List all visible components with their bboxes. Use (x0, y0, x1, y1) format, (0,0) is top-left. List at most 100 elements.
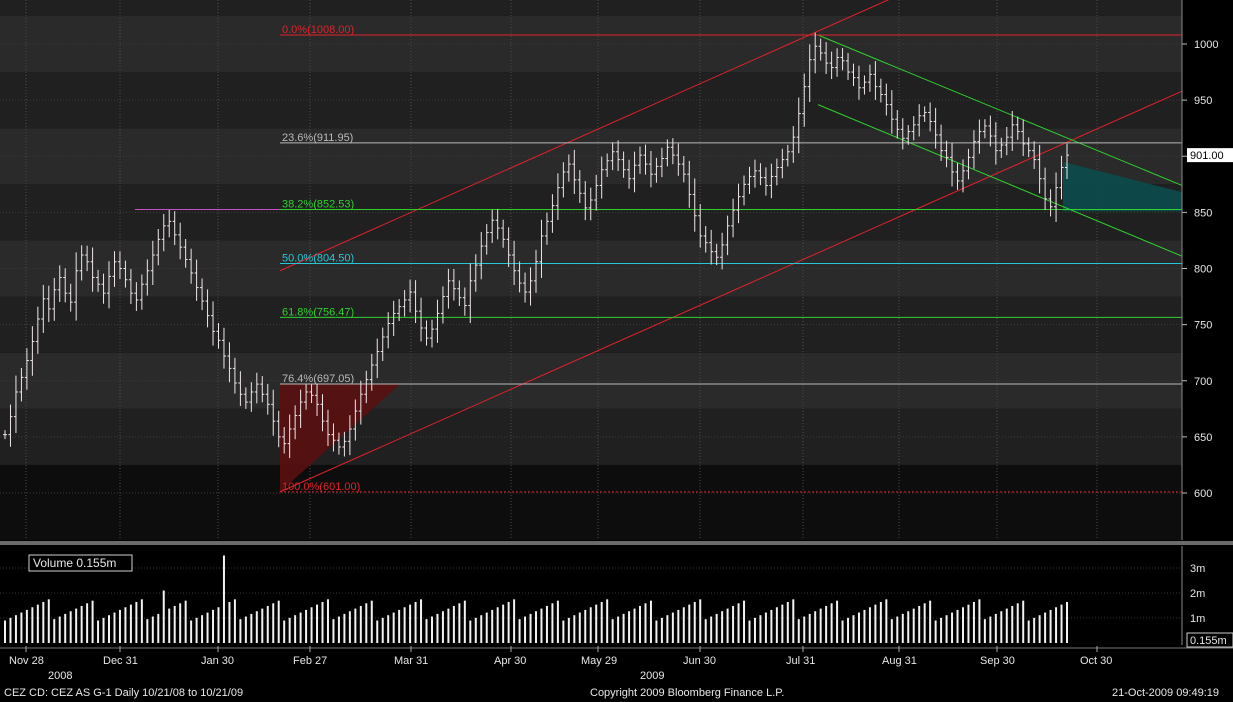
fib-label: 23.6%(911.95) (282, 132, 353, 144)
ohlc-bar (424, 320, 429, 346)
ohlc-bar (134, 282, 139, 311)
ohlc-bar (971, 130, 976, 169)
green-channel-upper (817, 34, 1183, 186)
ohlc-bar (763, 167, 768, 196)
ohlc-bar (588, 187, 593, 221)
ohlc-bar (238, 371, 243, 407)
ohlc-bar (621, 151, 626, 178)
ohlc-bar (408, 279, 413, 313)
ohlc-bar (46, 285, 51, 323)
ohlc-bar (566, 154, 571, 182)
ohlc-bar (720, 232, 725, 270)
ohlc-bar (1004, 126, 1009, 156)
ohlc-bar (315, 383, 320, 416)
ohlc-bar (161, 213, 166, 252)
ohlc-bar (495, 208, 500, 240)
ohlc-bar (221, 327, 226, 369)
lower-band (0, 465, 1182, 540)
volume-tick-label: 2m (1190, 588, 1205, 600)
ohlc-bar (178, 222, 183, 260)
ohlc-bar (369, 353, 374, 391)
red-channel-lower (279, 90, 1183, 493)
ohlc-bar (648, 150, 653, 188)
last-price-label: 901.00 (1190, 150, 1224, 162)
ohlc-bar (742, 175, 747, 206)
ohlc-bar (402, 290, 407, 317)
ohlc-bar (19, 367, 24, 402)
copyright-text: Copyright 2009 Bloomberg Finance L.P. (590, 687, 785, 699)
ohlc-bar (457, 280, 462, 306)
ohlc-bar (610, 142, 615, 171)
ohlc-bar (572, 149, 577, 195)
date-label: Aug 31 (882, 655, 917, 667)
ohlc-bar (79, 245, 84, 281)
ohlc-bar (145, 259, 150, 296)
ohlc-bar (654, 157, 659, 183)
ohlc-bar (747, 166, 752, 194)
ohlc-bar (1059, 155, 1064, 200)
date-label: Dec 31 (103, 655, 138, 667)
timestamp: 21-Oct-2009 09:49:19 (1112, 687, 1220, 699)
ohlc-bar (889, 90, 894, 134)
ticker-info: CEZ CD: CEZ AS G-1 Daily 10/21/08 to 10/… (4, 687, 244, 699)
ohlc-bar (594, 174, 599, 211)
ohlc-bar (856, 65, 861, 100)
ohlc-bar (643, 144, 648, 175)
ohlc-bar (205, 289, 210, 328)
ohlc-bar (1032, 141, 1037, 170)
teal-fill (1063, 161, 1182, 212)
ohlc-bar (189, 248, 194, 284)
ohlc-bar (780, 148, 785, 179)
ohlc-bar (605, 153, 610, 177)
ohlc-bar (276, 410, 281, 448)
ohlc-bar (435, 299, 440, 343)
ohlc-bar (172, 211, 177, 246)
ohlc-bar (676, 143, 681, 176)
ohlc-bar (928, 102, 933, 132)
ohlc-bar (74, 252, 79, 321)
ohlc-bar (462, 287, 467, 316)
fib-label: 50.0%(804.50) (282, 252, 354, 264)
ohlc-bar (419, 297, 424, 342)
ohlc-bar (878, 78, 883, 103)
ohlc-bar (413, 280, 418, 324)
ohlc-bar (544, 212, 549, 245)
ohlc-bar (873, 61, 878, 100)
ohlc-bar (1054, 172, 1059, 223)
ohlc-bar (364, 370, 369, 404)
ohlc-bar (960, 159, 965, 193)
ohlc-bar (698, 204, 703, 248)
ohlc-bar (216, 323, 221, 349)
ohlc-bar (63, 268, 68, 303)
date-label: Oct 30 (1080, 655, 1112, 667)
ohlc-bar (933, 107, 938, 149)
ohlc-bar (265, 383, 270, 415)
ohlc-bar (320, 394, 325, 432)
ohlc-bar (1026, 137, 1031, 158)
ohlc-bar (862, 75, 867, 95)
volume-tick-label: 1m (1190, 613, 1205, 625)
ohlc-bar (988, 115, 993, 147)
date-label: Mar 31 (394, 655, 428, 667)
ohlc-bar (52, 277, 57, 321)
ohlc-bar (57, 265, 62, 302)
ohlc-bar (309, 384, 314, 404)
fib-label: 61.8%(756.47) (282, 306, 354, 318)
ohlc-bar (917, 104, 922, 137)
ohlc-bar (3, 430, 7, 440)
ohlc-bar (752, 159, 757, 188)
ohlc-bar (670, 138, 675, 165)
ohlc-bar (922, 106, 927, 122)
ohlc-bar (484, 224, 489, 255)
ohlc-bar (616, 140, 621, 171)
ohlc-bar (884, 83, 889, 116)
ohlc-bar (282, 426, 287, 454)
ohlc-bar (993, 122, 998, 165)
ohlc-bar (260, 376, 265, 403)
ohlc-bar (528, 267, 533, 306)
ohlc-bar (342, 431, 347, 457)
ohlc-bar (353, 399, 358, 441)
ohlc-bar (30, 326, 35, 376)
ohlc-bar (1037, 144, 1042, 194)
ohlc-bar (227, 342, 232, 383)
